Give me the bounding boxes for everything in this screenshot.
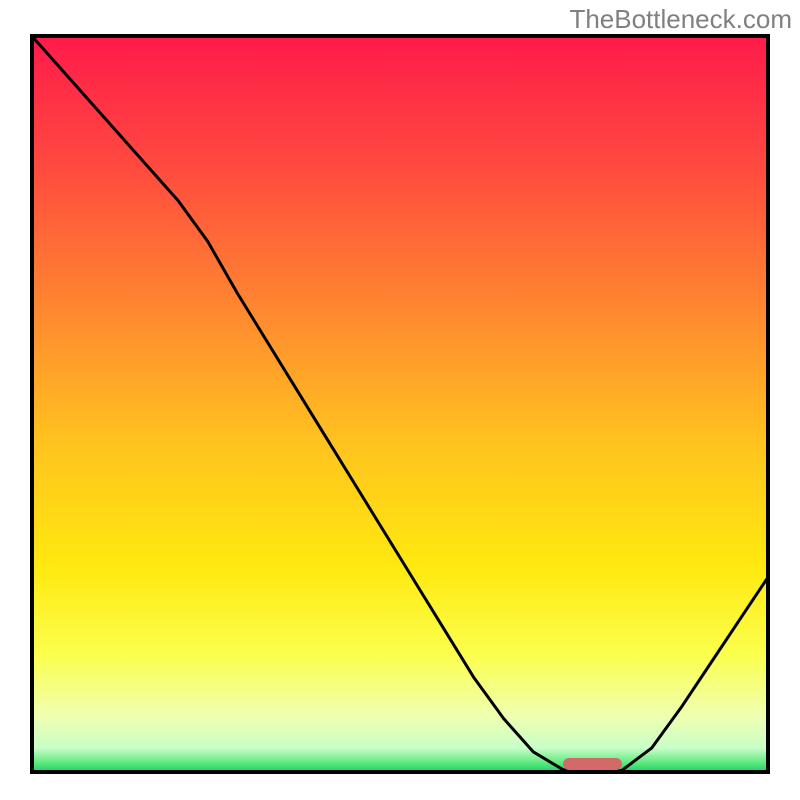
optimum-marker	[563, 758, 622, 770]
watermark-text: TheBottleneck.com	[569, 4, 792, 35]
chart-root: TheBottleneck.com	[0, 0, 800, 800]
plot-area	[30, 34, 770, 774]
